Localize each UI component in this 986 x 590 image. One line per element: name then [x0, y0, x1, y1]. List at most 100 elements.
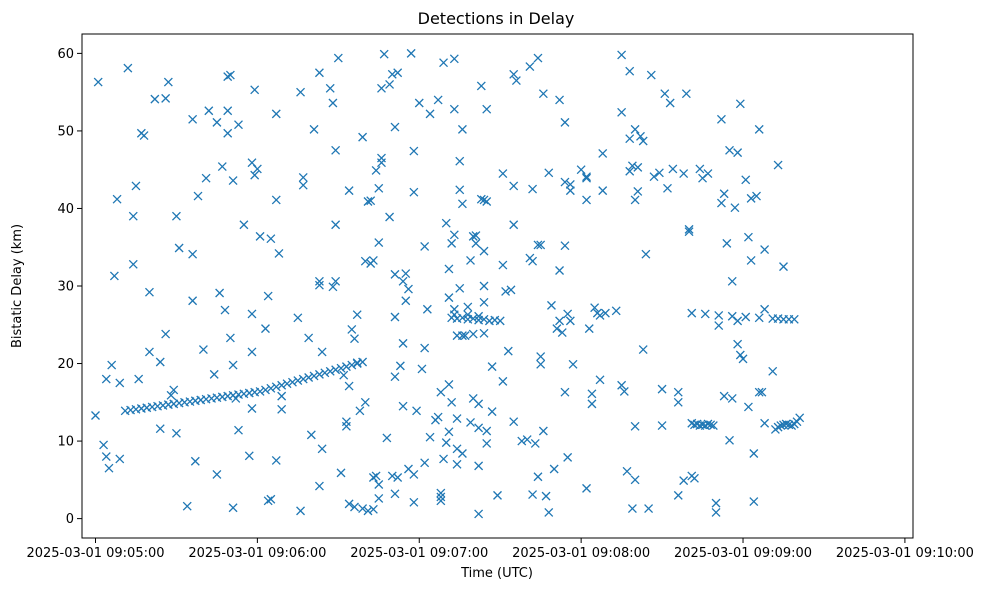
x-axis-label: Time (UTC)	[460, 566, 533, 581]
x-tick-label: 2025-03-01 09:07:00	[350, 546, 488, 561]
data-point	[760, 304, 770, 314]
data-point	[398, 338, 408, 348]
data-point	[636, 131, 645, 141]
data-point	[738, 354, 748, 364]
data-point	[347, 324, 357, 334]
data-point	[455, 156, 465, 166]
data-point	[679, 169, 689, 179]
data-point	[706, 420, 716, 430]
data-point	[479, 246, 489, 256]
data-point	[644, 504, 654, 513]
data-point	[449, 104, 459, 114]
data-point	[547, 300, 556, 310]
data-point	[169, 385, 179, 395]
x-tick-label: 2025-03-01 09:06:00	[188, 546, 326, 561]
data-point	[204, 106, 214, 116]
data-point	[560, 177, 570, 187]
data-point	[331, 276, 341, 286]
data-point	[317, 444, 327, 454]
data-point	[436, 496, 446, 506]
data-point	[509, 181, 519, 191]
chart-title: Detections in Delay	[418, 9, 575, 28]
data-point	[261, 385, 270, 395]
data-point	[660, 89, 670, 99]
data-point	[735, 99, 745, 109]
data-point	[274, 248, 284, 258]
data-point	[104, 463, 114, 473]
data-point	[714, 311, 724, 320]
data-point	[468, 314, 478, 324]
data-point	[479, 314, 489, 324]
data-point	[293, 313, 303, 323]
data-point	[398, 276, 408, 286]
data-point	[277, 391, 287, 401]
data-point	[374, 493, 384, 503]
y-tick-label: 30	[57, 280, 74, 295]
data-point	[271, 382, 281, 392]
y-axis-label: Bistatic Delay (km)	[10, 224, 25, 348]
data-point	[654, 168, 664, 178]
data-point	[368, 473, 378, 482]
data-point	[390, 372, 400, 382]
data-point	[250, 170, 260, 180]
data-point	[722, 238, 732, 248]
data-point	[463, 302, 473, 312]
data-point	[668, 164, 678, 174]
data-point	[528, 256, 538, 266]
data-point	[390, 269, 400, 279]
data-point	[409, 146, 419, 156]
y-tick-label: 20	[57, 357, 74, 372]
data-point	[155, 357, 165, 367]
data-point	[679, 476, 689, 486]
data-point	[733, 316, 743, 326]
data-point	[363, 506, 373, 516]
data-point	[412, 406, 422, 416]
data-point	[716, 114, 726, 124]
data-point	[360, 256, 370, 266]
data-point	[479, 328, 489, 338]
data-point	[536, 240, 546, 250]
data-point	[161, 329, 171, 339]
data-point	[331, 145, 341, 155]
data-point	[182, 501, 192, 511]
data-point	[271, 195, 281, 205]
data-point	[409, 469, 419, 479]
data-point	[171, 211, 181, 221]
data-point	[320, 368, 330, 378]
data-point	[234, 120, 243, 130]
data-point	[735, 350, 745, 360]
data-point	[595, 311, 605, 320]
data-point	[555, 95, 565, 105]
data-point	[538, 89, 548, 99]
data-point	[234, 425, 243, 435]
data-point	[414, 98, 424, 108]
data-point	[344, 499, 354, 509]
data-point	[471, 238, 481, 248]
data-point	[528, 184, 538, 194]
data-point	[487, 407, 497, 417]
data-point	[482, 197, 492, 206]
data-point	[471, 231, 481, 241]
data-point	[449, 54, 459, 64]
data-point	[487, 362, 497, 372]
data-point	[449, 230, 459, 240]
data-point	[474, 311, 484, 321]
data-point	[266, 494, 276, 504]
data-point	[511, 76, 521, 85]
data-point	[749, 449, 759, 458]
data-point	[366, 196, 376, 206]
data-point	[749, 497, 759, 507]
y-tick-label: 40	[57, 202, 74, 217]
x-tick-label: 2025-03-01 09:08:00	[512, 546, 650, 561]
data-point	[150, 94, 160, 104]
data-point	[703, 169, 713, 179]
data-point	[201, 173, 211, 183]
data-point	[657, 421, 667, 431]
data-point	[754, 124, 764, 134]
data-point	[517, 436, 527, 446]
data-point	[552, 324, 562, 334]
data-point	[582, 173, 591, 183]
data-point	[536, 352, 546, 362]
data-point	[617, 107, 627, 117]
